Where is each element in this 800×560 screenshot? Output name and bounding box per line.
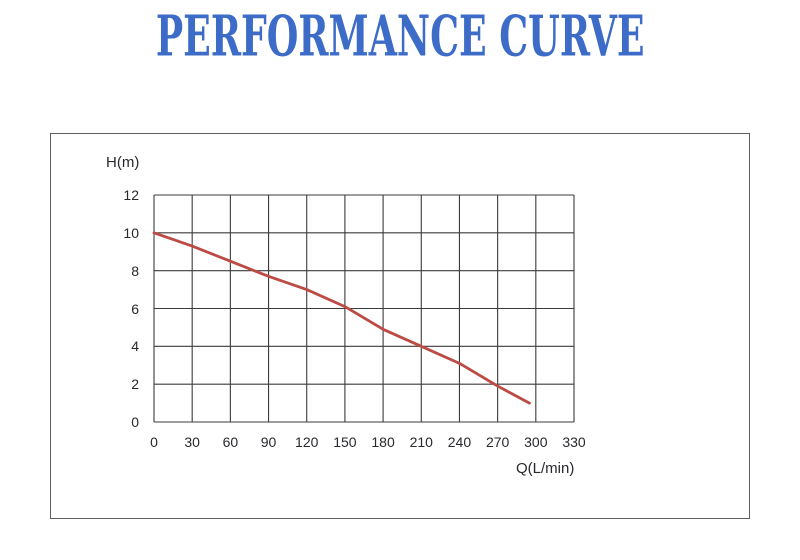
y-tick-label: 8: [131, 262, 139, 279]
y-axis-title: H(m): [106, 154, 140, 171]
x-axis-title: Q(L/min): [516, 460, 575, 477]
x-tick-label: 60: [222, 434, 239, 450]
y-tick-label: 2: [131, 376, 139, 393]
chart-frame: H(m) Q(L/min) 0 30 60 90 120 150 180 210 240 270 3…: [50, 133, 750, 519]
x-tick-label: 210: [409, 434, 433, 450]
x-tick-label: 30: [184, 434, 200, 450]
x-tick-label: 270: [485, 434, 510, 450]
y-tick-label: 10: [123, 224, 139, 241]
x-tick-label: 90: [260, 434, 277, 450]
x-tick-label: 300: [524, 434, 548, 450]
x-tick-label: 240: [447, 434, 472, 450]
y-tick-label: 12: [123, 187, 139, 203]
x-tick-label: 330: [562, 434, 586, 450]
y-tick-label: 4: [131, 338, 139, 355]
y-tick-label: 0: [131, 414, 139, 430]
x-tick-label: 150: [333, 434, 357, 450]
plot-svg: [152, 194, 575, 423]
y-tick-label: 6: [131, 300, 139, 317]
title-row: PERFORMANCE CURVE: [0, 2, 800, 69]
x-tick-label: 0: [150, 434, 158, 450]
x-tick-label: 180: [371, 434, 395, 450]
x-tick-label: 120: [295, 434, 319, 450]
page-title: PERFORMANCE CURVE: [155, 2, 645, 69]
